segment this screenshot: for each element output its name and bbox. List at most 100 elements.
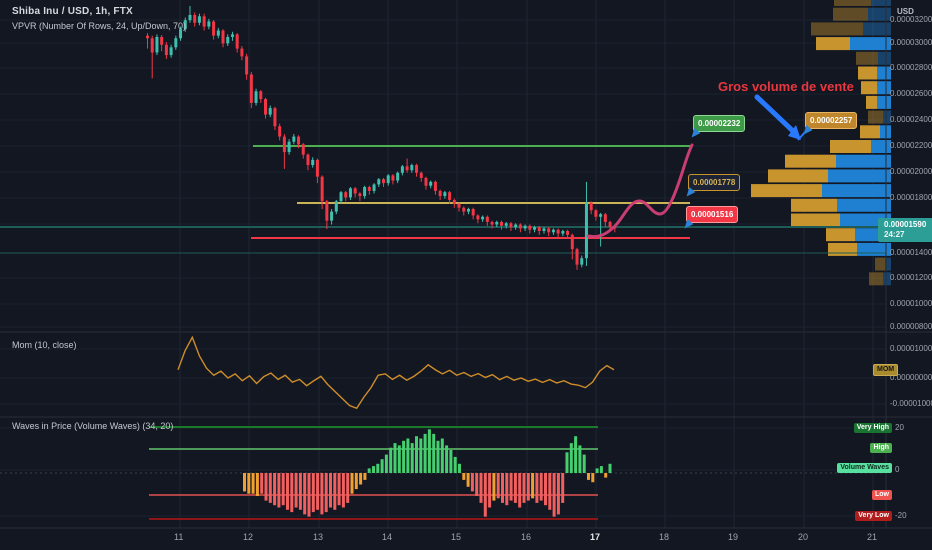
- candle-body: [353, 188, 357, 194]
- vpvr-buy-bar: [883, 110, 891, 124]
- waves-badge-very-high: Very High: [853, 423, 892, 433]
- waves-badge-low: Low: [872, 490, 892, 500]
- waves-scale-label: 0: [895, 465, 900, 474]
- price-scale-label: 0.00003000: [890, 38, 932, 47]
- vpvr-sell-bar: [751, 184, 822, 198]
- candle-body: [561, 231, 565, 234]
- candle-body: [183, 20, 187, 30]
- volume-wave-bar: [363, 473, 367, 480]
- candle-body: [433, 181, 437, 191]
- candle-body: [523, 225, 527, 229]
- volume-wave-bar: [518, 473, 522, 508]
- candle-body: [235, 34, 239, 49]
- volume-wave-bar: [479, 473, 483, 503]
- candle-body: [485, 216, 489, 222]
- volume-wave-bar: [337, 473, 341, 506]
- vpvr-sell-bar: [834, 0, 871, 6]
- candle-body: [580, 258, 584, 265]
- candle-body: [400, 166, 404, 173]
- vpvr-legend[interactable]: VPVR (Number Of Rows, 24, Up/Down, 70): [12, 21, 187, 31]
- candle-body: [528, 225, 532, 230]
- vpvr-buy-bar: [836, 154, 891, 168]
- vpvr-buy-bar: [877, 81, 891, 95]
- volume-wave-bar: [436, 440, 440, 473]
- price-scale-label: 0.00002000: [890, 167, 932, 176]
- price-callout-label[interactable]: 0.00001516: [681, 206, 739, 232]
- candle-body: [419, 172, 423, 178]
- candle-body: [471, 209, 475, 216]
- vpvr-buy-bar: [850, 37, 891, 51]
- candle-body: [377, 179, 381, 185]
- volume-wave-bar: [470, 473, 474, 492]
- price-scale-label: 0.00002600: [890, 89, 932, 98]
- volume-wave-bar: [311, 473, 315, 513]
- candle-body: [259, 91, 263, 100]
- price-scale-label: 0.00000800: [890, 322, 932, 331]
- candle-body: [311, 159, 315, 166]
- candle-body: [452, 199, 456, 204]
- volume-wave-bar: [531, 473, 535, 499]
- price-callout-label[interactable]: 0.00002232: [688, 115, 746, 141]
- candle-body: [254, 91, 258, 103]
- projection-curve[interactable]: [586, 143, 694, 239]
- candle-body: [372, 184, 376, 191]
- volume-wave-bar: [505, 473, 509, 506]
- time-label: 12: [243, 532, 254, 542]
- vpvr-buy-bar: [863, 22, 891, 36]
- candle-body: [169, 47, 173, 56]
- candle-body: [500, 221, 503, 226]
- volume-wave-bar: [513, 473, 517, 503]
- candle-body: [197, 16, 201, 23]
- volume-wave-bar: [397, 445, 401, 473]
- price-scale-label: 0.00001800: [890, 193, 932, 202]
- volume-wave-bar: [569, 443, 573, 473]
- callout-tail-line: [797, 130, 807, 141]
- vpvr-buy-bar: [877, 95, 891, 109]
- volume-wave-bar: [410, 443, 414, 473]
- volume-wave-bar: [565, 452, 569, 473]
- volume-wave-bar: [268, 473, 272, 503]
- candle-body: [179, 29, 183, 39]
- waves-pane-title[interactable]: Waves in Price (Volume Waves) (34, 20): [12, 421, 174, 431]
- volume-wave-bar: [281, 473, 285, 506]
- mom-scale-label: 0.00001000: [890, 344, 932, 353]
- volume-wave-bar: [496, 473, 500, 499]
- symbol-legend[interactable]: Shiba Inu / USD, 1h, FTX: [12, 6, 133, 17]
- volume-wave-bar: [604, 473, 608, 478]
- momentum-pane-title[interactable]: Mom (10, close): [12, 340, 77, 350]
- candle-body: [476, 215, 480, 220]
- vpvr-sell-bar: [828, 242, 857, 256]
- mom-scale-label: -0.00001000: [890, 399, 932, 408]
- time-label: 16: [521, 532, 532, 542]
- candle-body: [207, 21, 211, 27]
- vpvr-sell-bar: [875, 257, 885, 271]
- vpvr-sell-bar: [791, 213, 840, 227]
- volume-wave-bar: [556, 473, 560, 515]
- time-label: 19: [728, 532, 739, 542]
- candle-body: [292, 136, 296, 142]
- annotation-text[interactable]: Gros volume de vente: [718, 79, 854, 94]
- candle-body: [514, 224, 518, 228]
- arrow-head-icon[interactable]: [788, 125, 801, 140]
- vpvr-sell-bar: [791, 198, 837, 212]
- candle-body: [481, 216, 485, 220]
- price-callout-label[interactable]: 0.00001778: [683, 174, 741, 200]
- volume-wave-bar: [303, 473, 307, 515]
- volume-wave-bar: [286, 473, 289, 510]
- price-callout-label[interactable]: 0.00002257: [800, 112, 858, 138]
- volume-wave-bar: [544, 473, 547, 506]
- candle-body: [320, 176, 324, 202]
- vpvr-sell-bar: [866, 95, 877, 109]
- volume-wave-bar: [354, 473, 358, 490]
- time-label: 13: [313, 532, 324, 542]
- candle-body: [448, 192, 452, 200]
- price-scale-label: 0.00001400: [890, 248, 932, 257]
- candle-body: [339, 192, 343, 202]
- volume-wave-bar: [522, 473, 526, 503]
- arrow-shaft[interactable]: [754, 94, 797, 135]
- candle-body: [174, 38, 178, 48]
- vpvr-sell-bar: [811, 22, 863, 36]
- candle-body: [603, 214, 607, 222]
- vpvr-buy-bar: [828, 169, 891, 183]
